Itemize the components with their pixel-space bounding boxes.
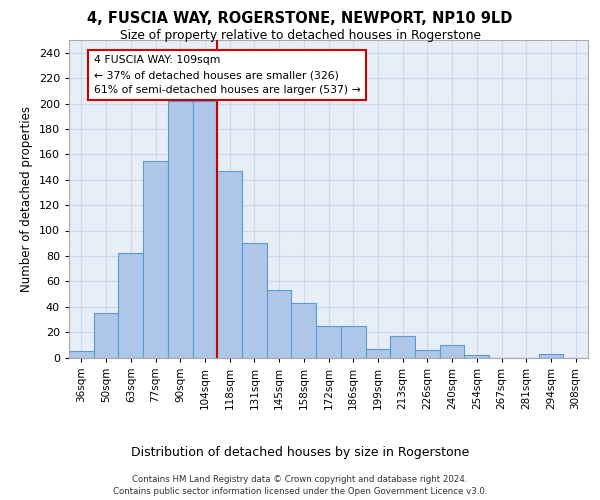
Text: 4 FUSCIA WAY: 109sqm
← 37% of detached houses are smaller (326)
61% of semi-deta: 4 FUSCIA WAY: 109sqm ← 37% of detached h…	[94, 55, 361, 95]
Bar	[217, 171, 242, 358]
Text: Size of property relative to detached houses in Rogerstone: Size of property relative to detached ho…	[119, 29, 481, 42]
Bar	[242, 243, 267, 358]
Bar	[390, 336, 415, 357]
Bar	[69, 351, 94, 358]
Text: 4, FUSCIA WAY, ROGERSTONE, NEWPORT, NP10 9LD: 4, FUSCIA WAY, ROGERSTONE, NEWPORT, NP10…	[88, 11, 512, 26]
Bar	[440, 345, 464, 358]
Bar	[365, 348, 390, 358]
Bar	[341, 326, 365, 358]
Bar	[94, 313, 118, 358]
Bar	[118, 254, 143, 358]
Text: Distribution of detached houses by size in Rogerstone: Distribution of detached houses by size …	[131, 446, 469, 459]
Bar	[316, 326, 341, 358]
Bar	[464, 355, 489, 358]
Text: Contains HM Land Registry data © Crown copyright and database right 2024.
Contai: Contains HM Land Registry data © Crown c…	[113, 474, 487, 496]
Bar	[415, 350, 440, 358]
Bar	[143, 160, 168, 358]
Bar	[267, 290, 292, 358]
Bar	[292, 303, 316, 358]
Bar	[168, 101, 193, 357]
Y-axis label: Number of detached properties: Number of detached properties	[20, 106, 33, 292]
Bar	[193, 101, 217, 357]
Bar	[539, 354, 563, 358]
